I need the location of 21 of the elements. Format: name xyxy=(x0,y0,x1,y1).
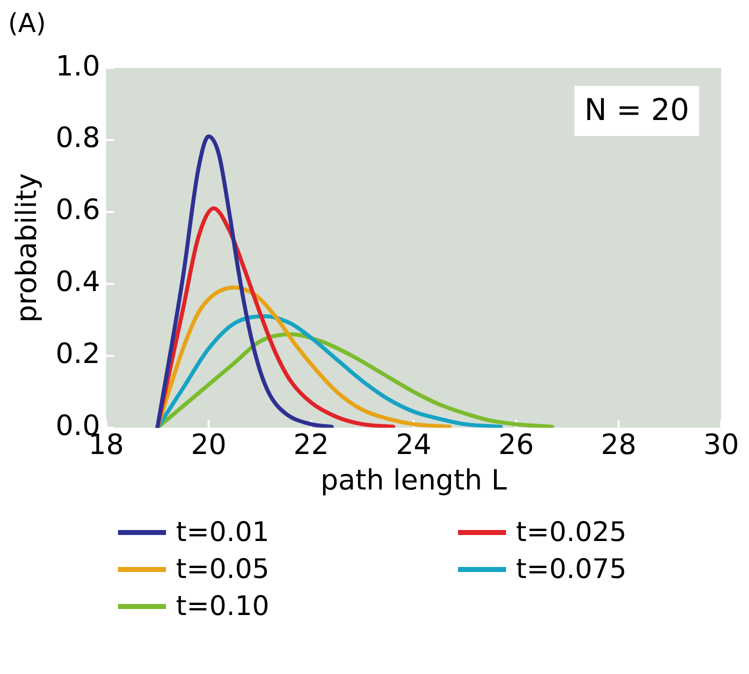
y-tick-label: 0.2 xyxy=(56,337,100,370)
y-tick-label: 1.0 xyxy=(56,49,100,82)
x-tick-label: 20 xyxy=(190,428,226,461)
x-axis-title: path length L xyxy=(320,463,508,496)
y-tick-label: 0.6 xyxy=(56,193,100,226)
y-axis-title: probability xyxy=(10,173,44,323)
x-tick-label: 30 xyxy=(703,428,740,461)
legend-label: t=0.05 xyxy=(176,554,270,585)
x-tick-label: 28 xyxy=(600,428,636,461)
legend-label: t=0.01 xyxy=(176,517,270,548)
legend-label: t=0.075 xyxy=(516,554,627,585)
y-tick-label: 0.4 xyxy=(56,265,100,298)
text: (A) xyxy=(8,8,46,39)
x-tick-label: 24 xyxy=(396,428,432,461)
legend-label: t=0.025 xyxy=(516,517,627,548)
y-tick-label: 0.8 xyxy=(56,121,100,154)
legend-label: t=0.10 xyxy=(176,591,270,622)
line-series xyxy=(155,134,334,428)
x-tick-label: 26 xyxy=(498,428,534,461)
x-tick-label: 22 xyxy=(293,428,329,461)
annotation: N = 20 xyxy=(584,92,690,128)
